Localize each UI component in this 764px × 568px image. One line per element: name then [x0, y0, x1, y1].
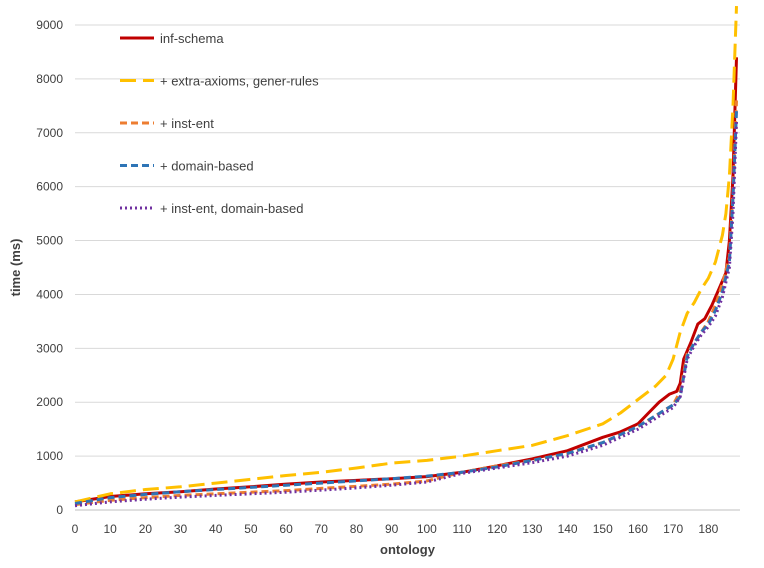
y-tick-label: 4000: [36, 287, 63, 301]
legend-label: + extra-axioms, gener-rules: [160, 74, 319, 89]
y-tick-label: 5000: [36, 234, 63, 248]
gridlines: [75, 24, 740, 457]
x-tick-label: 0: [72, 522, 79, 536]
legend: inf-schema + extra-axioms, gener-rules + i…: [120, 31, 319, 216]
series-lines: [74, 6, 738, 508]
x-tick-label: 140: [558, 522, 578, 536]
x-tick-label: 160: [628, 522, 648, 536]
x-tick-label: 10: [104, 522, 118, 536]
legend-label: + inst-ent: [160, 116, 214, 131]
x-tick-label: 90: [385, 522, 399, 536]
x-tick-label: 50: [244, 522, 258, 536]
x-tick-label: 130: [522, 522, 542, 536]
y-tick-label: 7000: [36, 126, 63, 140]
y-tick-label: 3000: [36, 341, 63, 355]
x-tick-label: 70: [315, 522, 329, 536]
series-line-5: [74, 121, 738, 508]
legend-label: + domain-based: [160, 159, 254, 174]
x-tick-label: 80: [350, 522, 364, 536]
y-tick-label: 6000: [36, 180, 63, 194]
y-tick-label: 8000: [36, 72, 63, 86]
y-tick-label: 0: [56, 503, 63, 517]
x-tick-label: 120: [487, 522, 507, 536]
x-tick-label: 110: [452, 522, 471, 536]
legend-label: inf-schema: [160, 31, 224, 46]
x-tick-label: 170: [663, 522, 683, 536]
series-line-4: [74, 111, 738, 505]
x-tick-label: 40: [209, 522, 223, 536]
x-tick-label: 60: [279, 522, 293, 536]
x-axis-title: ontology: [380, 542, 436, 557]
y-tick-label: 1000: [36, 449, 63, 463]
y-tick-label: 2000: [36, 395, 63, 409]
x-tick-label: 150: [593, 522, 613, 536]
x-tick-label: 20: [139, 522, 153, 536]
x-tick-label: 30: [174, 522, 188, 536]
x-tick-label: 180: [698, 522, 718, 536]
series-line-2: [74, 6, 738, 504]
y-axis-title: time (ms): [8, 239, 23, 297]
y-tick-label: 9000: [36, 18, 63, 32]
legend-label: + inst-ent, domain-based: [160, 201, 303, 216]
axes: 0 1000 2000 3000 4000 5000 6000 7000 8000 9000 0 10…: [36, 18, 740, 536]
x-tick-label: 100: [417, 522, 437, 536]
